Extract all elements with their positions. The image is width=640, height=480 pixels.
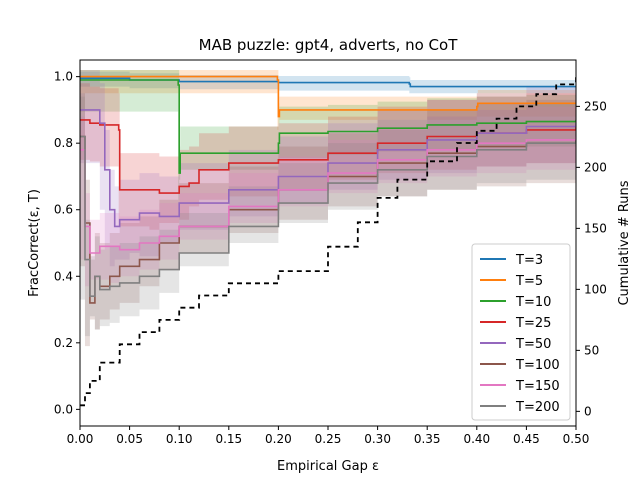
legend-label: T=3: [515, 253, 543, 268]
y-tick-label-left: 0.6: [54, 203, 73, 217]
x-tick-label: 0.00: [67, 432, 94, 446]
x-tick-label: 0.20: [265, 432, 292, 446]
x-tick-label: 0.15: [215, 432, 242, 446]
y-tick-label-left: 0.8: [54, 136, 73, 150]
legend-label: T=100: [515, 358, 560, 373]
legend-label: T=25: [515, 316, 551, 331]
x-tick-label: 0.10: [166, 432, 193, 446]
legend: T=3 T=5 T=10 T=25 T=50 T=100 T=150 T=200: [471, 243, 571, 421]
x-tick-label: 0.30: [364, 432, 391, 446]
x-tick-label: 0.05: [116, 432, 143, 446]
legend-label: T=5: [515, 274, 543, 289]
x-tick-label: 0.25: [315, 432, 342, 446]
y-tick-label-right: 0: [584, 404, 592, 418]
confidence-band-t-5: [80, 69, 576, 130]
x-axis-label: Empirical Gap ε: [277, 459, 379, 474]
y-tick-label-left: 0.2: [54, 336, 73, 350]
legend-label: T=10: [515, 295, 551, 310]
legend-label: T=150: [515, 379, 560, 394]
y-tick-label-right: 100: [584, 282, 607, 296]
y-tick-label-left: 0.4: [54, 269, 73, 283]
cumulative-runs-line: [80, 75, 576, 407]
y-tick-label-right: 150: [584, 221, 607, 235]
x-tick-label: 0.50: [563, 432, 590, 446]
series-line-t-10: [80, 79, 576, 174]
chart-title: MAB puzzle: gpt4, adverts, no CoT: [199, 36, 459, 54]
y-tick-label-left: 0.0: [54, 402, 73, 416]
confidence-band-t-10: [80, 69, 576, 200]
y-tick-label-right: 200: [584, 160, 607, 174]
y-tick-label-left: 1.0: [54, 70, 73, 84]
series-line-t-200: [80, 135, 576, 297]
y-tick-label-right: 250: [584, 99, 607, 113]
series-line-t-50: [80, 109, 576, 228]
series-line-t-5: [80, 75, 576, 118]
x-tick-label: 0.35: [414, 432, 441, 446]
x-tick-label: 0.40: [463, 432, 490, 446]
y-axis-label-left: FracCorrect(ε, T): [27, 189, 42, 297]
y-axis-label-right: Cumulative # Runs: [617, 180, 632, 305]
x-tick-label: 0.45: [513, 432, 540, 446]
y-tick-label-right: 50: [584, 343, 599, 357]
series-line-t-25: [80, 119, 576, 194]
legend-label: T=200: [515, 400, 560, 415]
legend-label: T=50: [515, 337, 551, 352]
series-line-t-150: [80, 136, 576, 254]
legend-box: [471, 243, 571, 421]
